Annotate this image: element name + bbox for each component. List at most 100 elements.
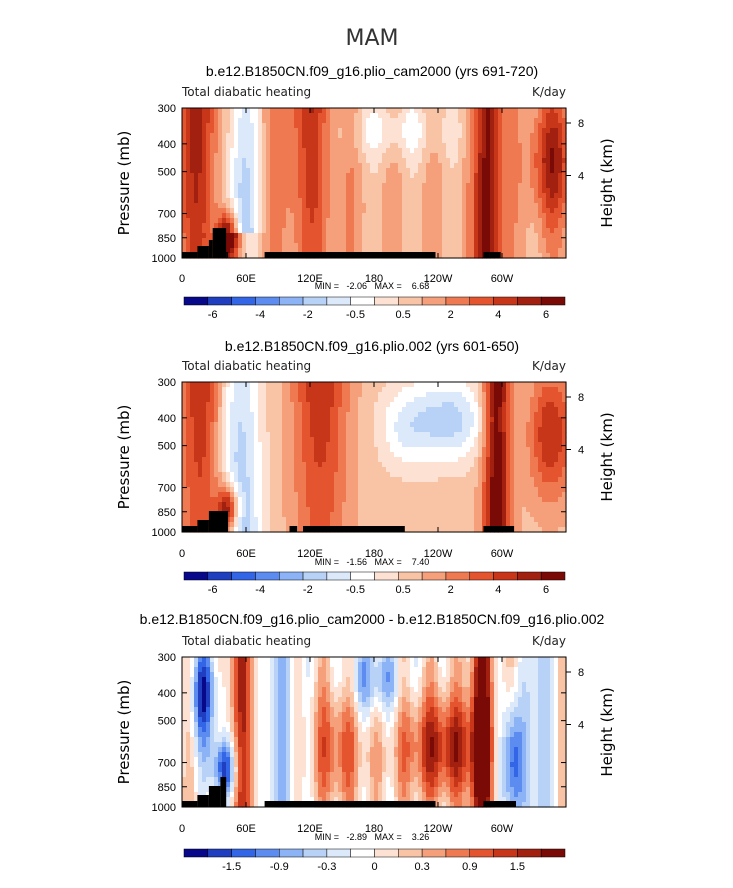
field-cell [314, 502, 319, 508]
field-cell [442, 133, 447, 139]
field-cell [254, 153, 259, 159]
field-cell [362, 387, 367, 393]
field-cell [330, 178, 335, 184]
field-cell [334, 477, 339, 483]
field-cell [334, 188, 339, 194]
field-cell [378, 128, 383, 134]
field-cell [342, 507, 347, 513]
field-cell [402, 243, 407, 249]
field-cell [350, 512, 355, 518]
field-cell [194, 472, 199, 478]
field-cell [282, 213, 287, 219]
field-cell [366, 457, 371, 463]
field-cell [482, 148, 487, 154]
field-cell [338, 397, 343, 403]
field-cell [546, 203, 551, 209]
field-cell [454, 153, 459, 159]
field-cell [326, 148, 331, 154]
field-cell [290, 213, 295, 219]
field-cell [322, 223, 327, 229]
field-cell [218, 437, 223, 443]
field-cell [478, 118, 483, 124]
field-cell [302, 153, 307, 159]
field-cell [194, 462, 199, 468]
field-cell [410, 457, 415, 463]
field-cell [190, 507, 195, 513]
field-cell [294, 467, 299, 473]
terrain-mask [264, 252, 436, 258]
field-cell [298, 218, 303, 224]
field-cell [270, 502, 275, 508]
field-cell [290, 168, 295, 174]
field-cell [426, 527, 431, 533]
field-cell [230, 467, 235, 473]
field-cell [334, 173, 339, 179]
field-cell [302, 517, 307, 523]
field-cell [238, 183, 243, 189]
field-cell [262, 218, 267, 224]
field-cell [262, 198, 267, 204]
field-cell [510, 148, 515, 154]
field-cell [318, 173, 323, 179]
field-cell [238, 168, 243, 174]
field-cell [362, 422, 367, 428]
field-cell [242, 427, 247, 433]
field-cell [238, 452, 243, 458]
field-cell [206, 457, 211, 463]
field-cell [262, 397, 267, 403]
field-cell [182, 243, 187, 249]
field-cell [486, 208, 491, 214]
field-cell [410, 158, 415, 164]
field-cell [214, 432, 219, 438]
field-cell [346, 243, 351, 249]
field-cell [250, 467, 255, 473]
field-cell [258, 442, 263, 448]
field-cell [426, 218, 431, 224]
field-cell [218, 208, 223, 214]
field-cell [230, 203, 235, 209]
field-cell [254, 502, 259, 508]
field-cell [222, 487, 227, 493]
field-cell [414, 452, 419, 458]
field-cell [294, 502, 299, 508]
field-cell [466, 158, 471, 164]
field-cell [398, 397, 403, 403]
field-cell [426, 447, 431, 453]
field-cell [306, 213, 311, 219]
field-cell [546, 158, 551, 164]
field-cell [350, 432, 355, 438]
field-cell [390, 113, 395, 119]
field-cell [422, 228, 427, 234]
field-cell [206, 497, 211, 503]
field-cell [270, 512, 275, 518]
field-cell [354, 128, 359, 134]
field-cell [470, 218, 475, 224]
field-cell [530, 238, 535, 244]
field-cell [374, 243, 379, 249]
field-cell [526, 233, 531, 239]
field-cell [526, 243, 531, 249]
field-cell [186, 183, 191, 189]
field-cell [206, 432, 211, 438]
field-cell [426, 173, 431, 179]
field-cell [242, 407, 247, 413]
field-cell [334, 223, 339, 229]
field-cell [434, 143, 439, 149]
field-cell [290, 243, 295, 249]
field-cell [286, 492, 291, 498]
field-cell [350, 467, 355, 473]
field-cell [494, 158, 499, 164]
field-cell [414, 178, 419, 184]
field-cell [202, 492, 207, 498]
field-cell [354, 198, 359, 204]
field-cell [410, 163, 415, 169]
field-cell [214, 472, 219, 478]
chart-panel-1: b.e12.B1850CN.f09_g16.plio_cam2000 (yrs … [115, 63, 616, 321]
field-cell [390, 392, 395, 398]
field-cell [358, 118, 363, 124]
field-cell [434, 133, 439, 139]
field-cell [330, 442, 335, 448]
field-cell [214, 397, 219, 403]
field-cell [538, 118, 543, 124]
field-cell [534, 228, 539, 234]
